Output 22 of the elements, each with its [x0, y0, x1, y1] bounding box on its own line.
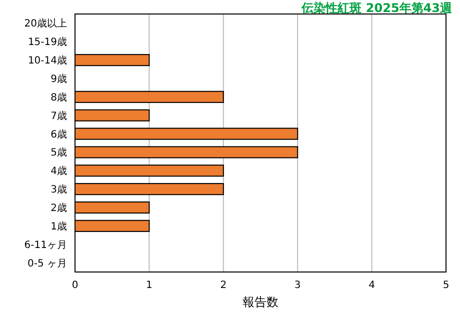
y-tick-label: 6歳	[50, 128, 67, 140]
y-tick-label: 1歳	[50, 220, 67, 232]
y-tick-label: 6-11ヶ月	[24, 240, 67, 251]
y-tick-label: 2歳	[50, 202, 67, 214]
y-tick-label: 9歳	[50, 73, 67, 85]
x-tick-label: 1	[146, 280, 152, 291]
x-tick-label: 2	[220, 280, 227, 291]
y-tick-label: 7歳	[50, 110, 67, 122]
y-tick-label: 8歳	[50, 91, 67, 104]
chart-title: 伝染性紅斑 2025年第43週	[300, 1, 453, 15]
y-tick-label: 4歳	[50, 165, 67, 178]
y-tick-label: 20歳以上	[24, 18, 67, 30]
x-tick-label: 3	[294, 280, 301, 291]
x-axis-title: 報告数	[242, 295, 278, 309]
y-tick-label: 10-14歳	[28, 54, 67, 67]
y-tick-label: 15-19歳	[28, 36, 67, 48]
x-tick-label: 4	[368, 280, 375, 291]
x-tick-label: 0	[72, 280, 78, 291]
x-tick-label: 5	[442, 280, 450, 291]
y-tick-label: 5歳	[50, 146, 67, 159]
y-tick-label: 3歳	[50, 184, 67, 196]
y-tick-label: 0-5 ヶ月	[27, 258, 67, 270]
